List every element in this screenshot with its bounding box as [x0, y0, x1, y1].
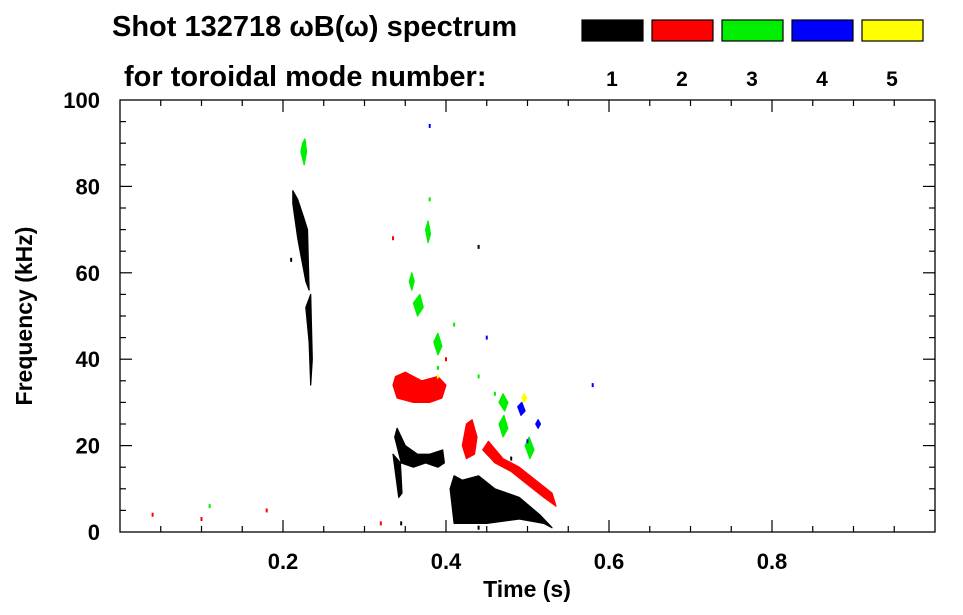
mode-1-region-3 [392, 453, 403, 498]
y-tick-label-40: 40 [76, 347, 100, 372]
chart-title: Shot 132718 ωB(ω) spectrum [112, 11, 517, 43]
mode-2-region-6 [461, 419, 478, 460]
mode-3-region-15 [408, 272, 415, 291]
x-tick-label-0.6: 0.6 [594, 549, 625, 574]
mode-3-region-14 [425, 220, 432, 244]
y-tick-labels: 0 20 40 60 80 100 [63, 88, 100, 545]
mode-1-region-1 [305, 293, 313, 386]
mode-4-speck-19 [591, 383, 594, 388]
y-tick-label-80: 80 [76, 174, 100, 199]
mode-4-speck-18 [485, 335, 488, 340]
mode-3-region-11 [498, 414, 509, 438]
mode-3-speck-13 [436, 365, 439, 370]
mode-3-speck-15 [477, 374, 480, 379]
legend-label-4: 4 [816, 68, 828, 91]
y-axis-label: Frequency (kHz) [11, 227, 37, 406]
legend-label-3: 3 [746, 68, 758, 91]
mode-2-speck-5 [151, 512, 154, 517]
legend-label-2: 2 [676, 68, 688, 91]
x-tick-label-0.8: 0.8 [757, 549, 788, 574]
mode-1-speck-4 [477, 525, 480, 530]
mode-2-speck-8 [379, 521, 382, 526]
legend-swatch-1 [581, 19, 644, 42]
x-tick-label-0.2: 0.2 [268, 549, 299, 574]
mode-2-region-5 [392, 371, 447, 403]
axis-ticks [120, 100, 935, 532]
y-tick-label-20: 20 [76, 434, 100, 459]
mode-3-speck-16 [493, 391, 496, 396]
mode-2-speck-10 [445, 357, 447, 362]
mode-1-speck-2 [477, 244, 480, 249]
mode-1-region-4 [449, 475, 553, 529]
x-tick-label-0.4: 0.4 [431, 549, 462, 574]
legend-label-1: 1 [606, 68, 618, 91]
mode-2-region-7 [482, 440, 557, 507]
mode-4-region-16 [517, 401, 526, 416]
x-tick-labels: 0.2 0.4 0.6 0.8 [268, 549, 788, 574]
mode-3-region-13 [498, 393, 509, 412]
mode-4-speck-17 [428, 123, 431, 128]
mode-1-speck-1 [400, 521, 403, 526]
mode-2-speck-7 [265, 508, 268, 513]
mode-4-region-17 [535, 419, 542, 429]
spectrum-regions [292, 138, 557, 529]
mode-2-speck-6 [200, 517, 203, 522]
mode-4-speck-20 [526, 439, 529, 444]
mode-1-region-0 [292, 190, 310, 291]
mode-3-speck-12 [428, 197, 431, 202]
legend: 1 2 3 4 5 [581, 19, 924, 91]
spectrum-specks [151, 123, 594, 530]
mode-5-region-18 [521, 393, 528, 403]
mode-3-region-10 [433, 332, 443, 356]
mode-1-speck-3 [510, 456, 513, 461]
mode-5-speck-21 [436, 374, 439, 379]
mode-2-speck-9 [392, 236, 395, 241]
legend-swatch-4 [791, 19, 854, 42]
y-tick-label-60: 60 [76, 261, 100, 286]
mode-3-region-9 [412, 293, 424, 317]
legend-swatch-3 [721, 19, 784, 42]
legend-swatch-2 [651, 19, 714, 42]
legend-swatch-5 [861, 19, 924, 42]
mode-3-speck-14 [453, 322, 456, 327]
y-tick-label-0: 0 [88, 520, 100, 545]
y-tick-label-100: 100 [63, 88, 100, 113]
mode-1-region-2 [394, 427, 445, 468]
mode-3-speck-11 [208, 504, 211, 509]
chart-subtitle: for toroidal mode number: [124, 61, 487, 93]
mode-1-speck-0 [290, 257, 293, 262]
legend-label-5: 5 [886, 68, 898, 91]
mode-3-region-8 [300, 138, 308, 166]
x-axis-label: Time (s) [483, 576, 571, 602]
